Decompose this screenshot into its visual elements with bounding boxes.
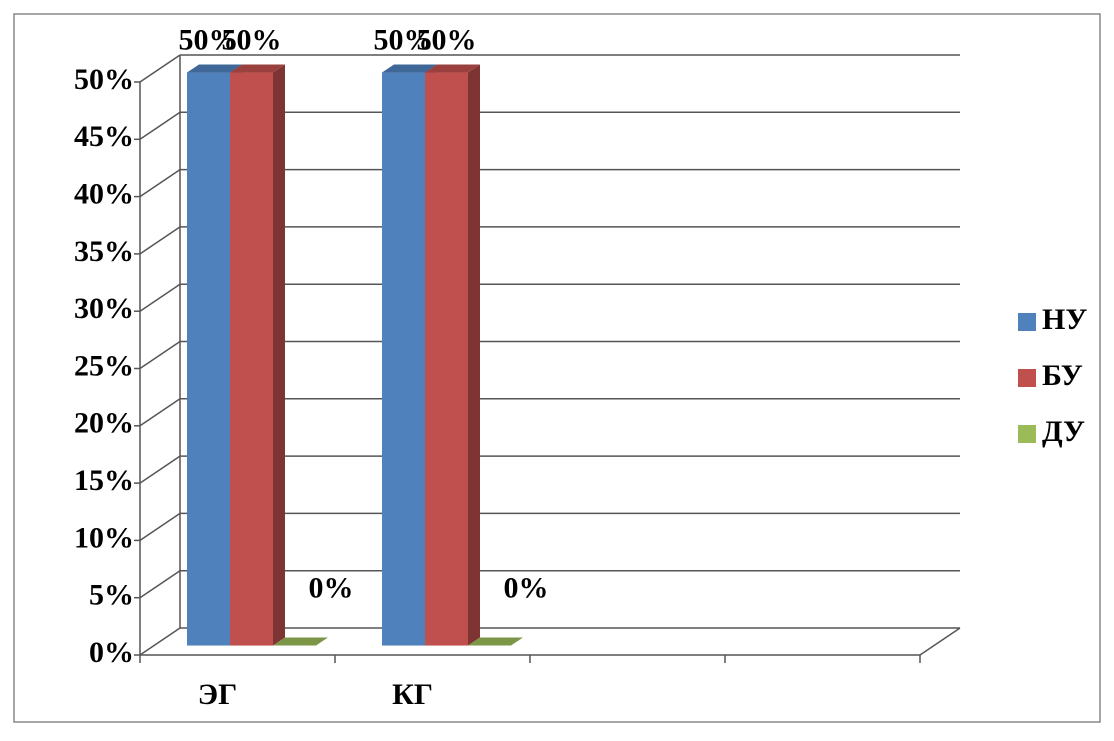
bar-side	[273, 64, 285, 646]
bar-top	[382, 64, 437, 73]
bar-top	[468, 637, 523, 646]
x-tick-label: ЭГ	[198, 678, 237, 711]
y-tick-label: 40%	[74, 177, 134, 210]
data-label: 50%	[417, 23, 477, 56]
data-label: 0%	[309, 571, 354, 604]
legend-label: НУ	[1042, 303, 1087, 336]
y-tick-label: 0%	[89, 636, 134, 669]
x-tick-label: КГ	[392, 678, 433, 711]
legend-swatch	[1018, 425, 1036, 443]
bar	[425, 72, 468, 646]
grid-line	[139, 627, 181, 656]
data-label: 0%	[504, 571, 549, 604]
grid-line	[139, 570, 181, 599]
legend-label: БУ	[1042, 359, 1083, 392]
grid-line	[139, 111, 181, 140]
grid-line	[139, 398, 181, 427]
data-label: 50%	[222, 23, 282, 56]
y-tick-label: 45%	[74, 120, 134, 153]
chart-border	[13, 13, 1101, 723]
bar-top	[187, 64, 242, 73]
y-tick-label: 25%	[74, 349, 134, 382]
bar	[187, 72, 230, 646]
y-tick-label: 10%	[74, 521, 134, 554]
bar-top	[273, 637, 328, 646]
data-label: 50%	[374, 23, 434, 56]
bar-top	[230, 64, 285, 73]
grid-line	[139, 226, 181, 255]
y-tick-label: 30%	[74, 292, 134, 325]
grid-line	[139, 340, 181, 370]
y-tick-label: 35%	[74, 235, 134, 268]
grid-line	[139, 512, 181, 542]
y-tick-label: 20%	[74, 407, 134, 440]
bar	[382, 72, 425, 646]
grid-line	[139, 54, 181, 83]
legend-swatch	[1018, 369, 1036, 387]
data-label: 50%	[179, 23, 239, 56]
grid-line	[139, 168, 181, 198]
grid-line	[139, 283, 181, 312]
bar-top	[425, 64, 480, 73]
legend-swatch	[1018, 313, 1036, 331]
y-tick-label: 5%	[89, 579, 134, 612]
y-tick-label: 15%	[74, 464, 134, 497]
y-tick-label: 50%	[74, 63, 134, 96]
grid-line	[139, 455, 181, 484]
bar-side	[468, 64, 480, 646]
legend-label: ДУ	[1042, 415, 1085, 448]
bar	[230, 72, 273, 646]
